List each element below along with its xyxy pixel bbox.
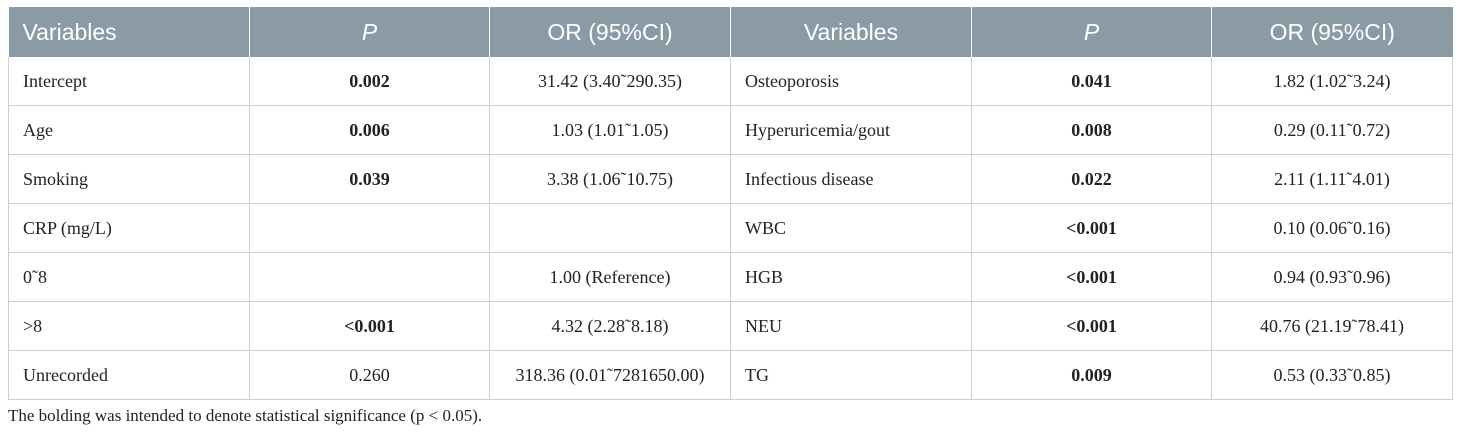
or-ci-cell: 1.82 (1.02˜3.24) bbox=[1211, 57, 1453, 106]
table-row: Unrecorded 0.260 318.36 (0.01˜7281650.00… bbox=[8, 350, 1453, 400]
p-value-cell bbox=[249, 203, 490, 253]
or-ci-cell: 1.00 (Reference) bbox=[489, 252, 731, 302]
variable-cell: HGB bbox=[730, 252, 972, 302]
p-value-cell: <0.001 bbox=[971, 203, 1212, 253]
p-value-cell: 0.041 bbox=[971, 57, 1212, 106]
regression-table: Variables P OR (95%CI) Variables P OR (9… bbox=[8, 7, 1453, 400]
variable-cell: Infectious disease bbox=[730, 154, 972, 204]
variable-cell: NEU bbox=[730, 301, 972, 351]
p-value-cell: 0.006 bbox=[249, 105, 490, 155]
table-footnote: The bolding was intended to denote stati… bbox=[8, 406, 483, 425]
table-row: >8 <0.001 4.32 (2.28˜8.18) NEU <0.001 40… bbox=[8, 301, 1453, 351]
header-row: Variables P OR (95%CI) Variables P OR (9… bbox=[8, 7, 1453, 57]
or-ci-cell: 0.94 (0.93˜0.96) bbox=[1211, 252, 1453, 302]
or-ci-cell: 4.32 (2.28˜8.18) bbox=[489, 301, 731, 351]
variable-cell: TG bbox=[730, 350, 972, 400]
p-value-cell: 0.009 bbox=[971, 350, 1212, 400]
variable-cell: >8 bbox=[8, 301, 250, 351]
variable-cell: Hyperuricemia/gout bbox=[730, 105, 972, 155]
table-row: 0˜8 1.00 (Reference) HGB <0.001 0.94 (0.… bbox=[8, 252, 1453, 302]
header-p-right: P bbox=[971, 7, 1212, 57]
regression-table-container: Variables P OR (95%CI) Variables P OR (9… bbox=[8, 7, 1453, 400]
or-ci-cell: 31.42 (3.40˜290.35) bbox=[489, 57, 731, 106]
header-or-left: OR (95%CI) bbox=[489, 7, 731, 57]
header-or-right: OR (95%CI) bbox=[1211, 7, 1453, 57]
or-ci-cell bbox=[489, 203, 731, 253]
p-value-cell: <0.001 bbox=[249, 301, 490, 351]
variable-cell: Smoking bbox=[8, 154, 250, 204]
table-row: Intercept 0.002 31.42 (3.40˜290.35) Oste… bbox=[8, 57, 1453, 106]
or-ci-cell: 3.38 (1.06˜10.75) bbox=[489, 154, 731, 204]
table-row: CRP (mg/L) WBC <0.001 0.10 (0.06˜0.16) bbox=[8, 203, 1453, 253]
or-ci-cell: 40.76 (21.19˜78.41) bbox=[1211, 301, 1453, 351]
p-value-cell: <0.001 bbox=[971, 252, 1212, 302]
variable-cell: Intercept bbox=[8, 57, 250, 106]
variable-cell: CRP (mg/L) bbox=[8, 203, 250, 253]
variable-cell: Age bbox=[8, 105, 250, 155]
or-ci-cell: 318.36 (0.01˜7281650.00) bbox=[489, 350, 731, 400]
variable-cell: WBC bbox=[730, 203, 972, 253]
p-value-cell: 0.022 bbox=[971, 154, 1212, 204]
table-body: Intercept 0.002 31.42 (3.40˜290.35) Oste… bbox=[8, 57, 1453, 400]
p-value-cell: 0.260 bbox=[249, 350, 490, 400]
or-ci-cell: 0.10 (0.06˜0.16) bbox=[1211, 203, 1453, 253]
header-p-left: P bbox=[249, 7, 490, 57]
p-value-cell: 0.039 bbox=[249, 154, 490, 204]
or-ci-cell: 2.11 (1.11˜4.01) bbox=[1211, 154, 1453, 204]
p-value-cell: <0.001 bbox=[971, 301, 1212, 351]
table-header: Variables P OR (95%CI) Variables P OR (9… bbox=[8, 7, 1453, 57]
header-variables-right: Variables bbox=[730, 7, 972, 57]
variable-cell: Osteoporosis bbox=[730, 57, 972, 106]
table-row: Smoking 0.039 3.38 (1.06˜10.75) Infectio… bbox=[8, 154, 1453, 204]
or-ci-cell: 0.29 (0.11˜0.72) bbox=[1211, 105, 1453, 155]
p-value-cell bbox=[249, 252, 490, 302]
header-variables-left: Variables bbox=[8, 7, 250, 57]
variable-cell: Unrecorded bbox=[8, 350, 250, 400]
or-ci-cell: 0.53 (0.33˜0.85) bbox=[1211, 350, 1453, 400]
or-ci-cell: 1.03 (1.01˜1.05) bbox=[489, 105, 731, 155]
table-row: Age 0.006 1.03 (1.01˜1.05) Hyperuricemia… bbox=[8, 105, 1453, 155]
p-value-cell: 0.002 bbox=[249, 57, 490, 106]
variable-cell: 0˜8 bbox=[8, 252, 250, 302]
p-value-cell: 0.008 bbox=[971, 105, 1212, 155]
